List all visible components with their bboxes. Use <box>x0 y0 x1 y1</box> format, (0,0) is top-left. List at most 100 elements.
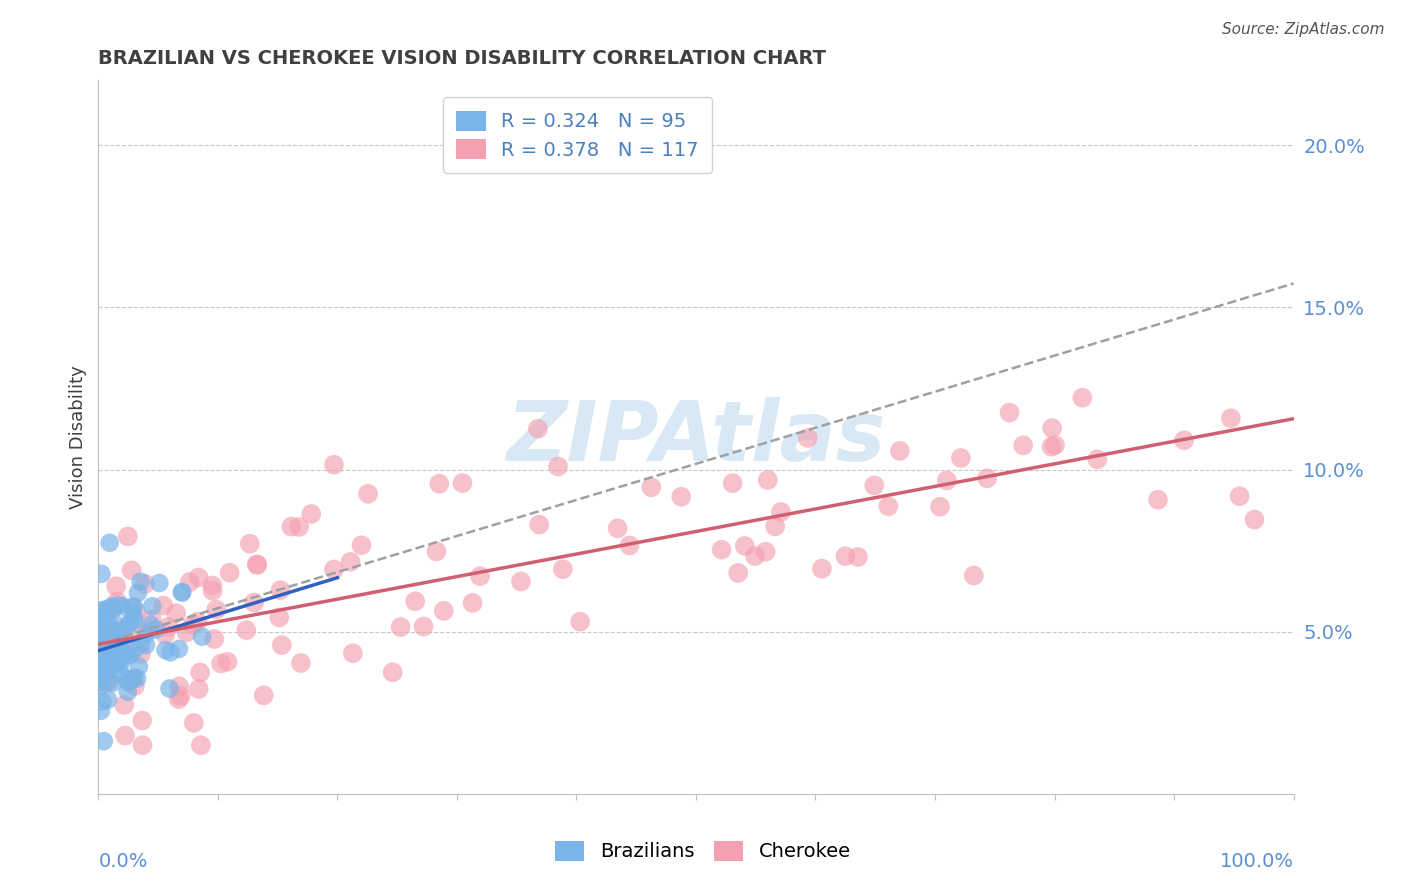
Point <box>243 595 266 609</box>
Point <box>105 579 128 593</box>
Point <box>101 602 124 616</box>
Legend: Brazilians, Cherokee: Brazilians, Cherokee <box>547 833 859 869</box>
Point <box>727 566 749 580</box>
Point <box>159 681 181 696</box>
Point <box>889 443 911 458</box>
Point <box>412 619 434 633</box>
Point <box>121 563 143 577</box>
Point <box>122 613 145 627</box>
Point <box>93 653 115 667</box>
Point <box>187 570 209 584</box>
Point <box>135 638 157 652</box>
Point <box>111 599 134 614</box>
Point <box>949 450 972 465</box>
Point <box>105 632 128 646</box>
Point <box>97 675 120 690</box>
Point <box>90 643 112 657</box>
Point <box>104 631 127 645</box>
Point <box>90 665 112 680</box>
Point <box>190 738 212 752</box>
Point <box>89 611 111 625</box>
Point <box>640 480 662 494</box>
Point <box>754 545 776 559</box>
Text: 0.0%: 0.0% <box>98 852 148 871</box>
Point <box>96 655 118 669</box>
Point <box>134 577 156 591</box>
Text: BRAZILIAN VS CHEROKEE VISION DISABILITY CORRELATION CHART: BRAZILIAN VS CHEROKEE VISION DISABILITY … <box>98 48 827 68</box>
Point <box>139 617 162 632</box>
Point <box>135 626 157 640</box>
Point <box>112 646 135 660</box>
Point <box>129 637 152 651</box>
Point <box>97 692 120 706</box>
Point <box>744 549 766 563</box>
Point <box>797 431 820 445</box>
Point <box>710 542 733 557</box>
Point <box>1243 513 1265 527</box>
Point <box>87 676 110 690</box>
Point <box>461 596 484 610</box>
Point <box>129 647 152 661</box>
Point <box>569 615 592 629</box>
Point <box>1219 411 1241 425</box>
Point <box>121 599 143 614</box>
Point <box>97 656 120 670</box>
Point <box>1012 438 1035 452</box>
Point <box>108 666 131 681</box>
Point <box>963 568 986 582</box>
Point <box>103 615 125 630</box>
Point <box>89 643 111 657</box>
Point <box>98 536 121 550</box>
Point <box>117 529 139 543</box>
Point <box>425 544 447 558</box>
Point <box>339 555 361 569</box>
Point <box>148 576 170 591</box>
Point <box>235 623 257 637</box>
Point <box>218 566 240 580</box>
Point <box>101 640 124 654</box>
Point <box>145 623 167 637</box>
Point <box>671 490 693 504</box>
Point <box>201 583 224 598</box>
Point <box>101 676 124 690</box>
Point <box>290 656 312 670</box>
Point <box>152 599 174 613</box>
Point <box>91 648 114 663</box>
Point <box>122 609 145 624</box>
Point <box>117 685 139 699</box>
Text: ZIPAtlas: ZIPAtlas <box>506 397 886 477</box>
Point <box>108 653 131 667</box>
Point <box>547 459 569 474</box>
Point <box>433 604 456 618</box>
Point <box>357 487 380 501</box>
Point <box>863 478 886 492</box>
Point <box>124 679 146 693</box>
Point <box>89 621 111 635</box>
Point <box>91 695 114 709</box>
Point <box>763 519 786 533</box>
Point <box>114 729 136 743</box>
Point <box>98 657 121 672</box>
Point <box>97 674 120 689</box>
Point <box>389 620 412 634</box>
Point <box>269 610 291 624</box>
Point <box>141 599 163 614</box>
Point <box>96 647 118 661</box>
Point <box>127 672 149 686</box>
Point <box>135 624 157 638</box>
Point <box>110 625 132 640</box>
Point <box>721 476 744 491</box>
Point <box>187 681 209 696</box>
Point <box>94 617 117 632</box>
Point <box>1040 421 1063 435</box>
Point <box>96 604 118 618</box>
Point <box>118 617 141 632</box>
Point <box>756 473 779 487</box>
Point <box>510 574 533 589</box>
Point <box>468 569 491 583</box>
Point <box>117 648 139 662</box>
Point <box>141 613 163 627</box>
Point <box>104 656 127 670</box>
Point <box>529 517 551 532</box>
Point <box>239 537 262 551</box>
